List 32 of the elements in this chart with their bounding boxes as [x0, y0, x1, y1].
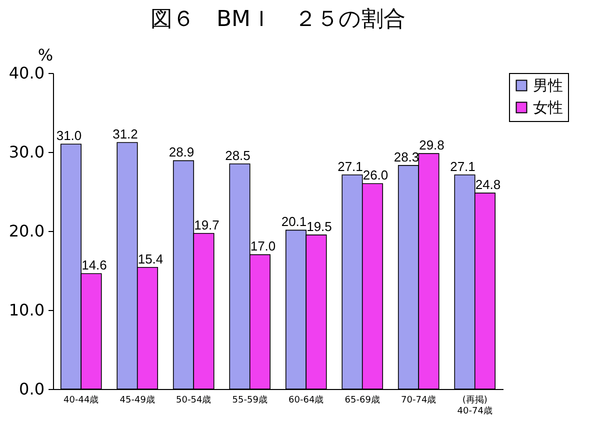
x-tick-label: 40-44歳 — [64, 394, 99, 406]
data-label: 15.4 — [138, 251, 164, 266]
x-tick-label: 50-54歳 — [176, 394, 212, 406]
y-tick-label: 30.0 — [8, 142, 44, 162]
x-tick-label: 55-59歳 — [232, 394, 268, 406]
data-label: 19.5 — [306, 218, 332, 234]
x-tick-label: 65-69歳 — [344, 394, 380, 406]
x-tick-label: 60-64歳 — [288, 394, 324, 406]
y-tick-label: 40.0 — [8, 64, 44, 82]
data-label: 19.7 — [194, 217, 220, 232]
data-label: 24.8 — [475, 177, 501, 192]
data-label: 31.2 — [112, 126, 138, 142]
y-tick-label: 10.0 — [8, 300, 44, 320]
x-tick-label: (再掲) 40-74歳 — [457, 394, 492, 416]
y-tick-label: 20.0 — [8, 222, 44, 240]
x-tick-label: 45-49歳 — [120, 394, 155, 406]
chart-title: 図６ BMＩ ２５の割合 — [150, 7, 406, 32]
x-tick-label: 70-74歳 — [401, 394, 436, 406]
data-label: 28.9 — [168, 144, 194, 160]
y-tick-label: 0.0 — [19, 380, 44, 398]
data-label: 28.5 — [225, 148, 250, 163]
y-axis-title: % — [38, 46, 54, 64]
data-label: 20.1 — [281, 214, 307, 230]
data-label: 29.8 — [419, 138, 444, 153]
data-label: 27.1 — [338, 158, 363, 174]
data-label: 17.0 — [250, 238, 276, 254]
legend-label: 男性 — [533, 76, 563, 94]
legend-label: 女性 — [533, 98, 563, 116]
data-label: 31.0 — [56, 128, 82, 144]
data-label: 14.6 — [82, 258, 107, 273]
data-label: 27.1 — [450, 158, 476, 174]
data-label: 26.0 — [362, 168, 388, 183]
